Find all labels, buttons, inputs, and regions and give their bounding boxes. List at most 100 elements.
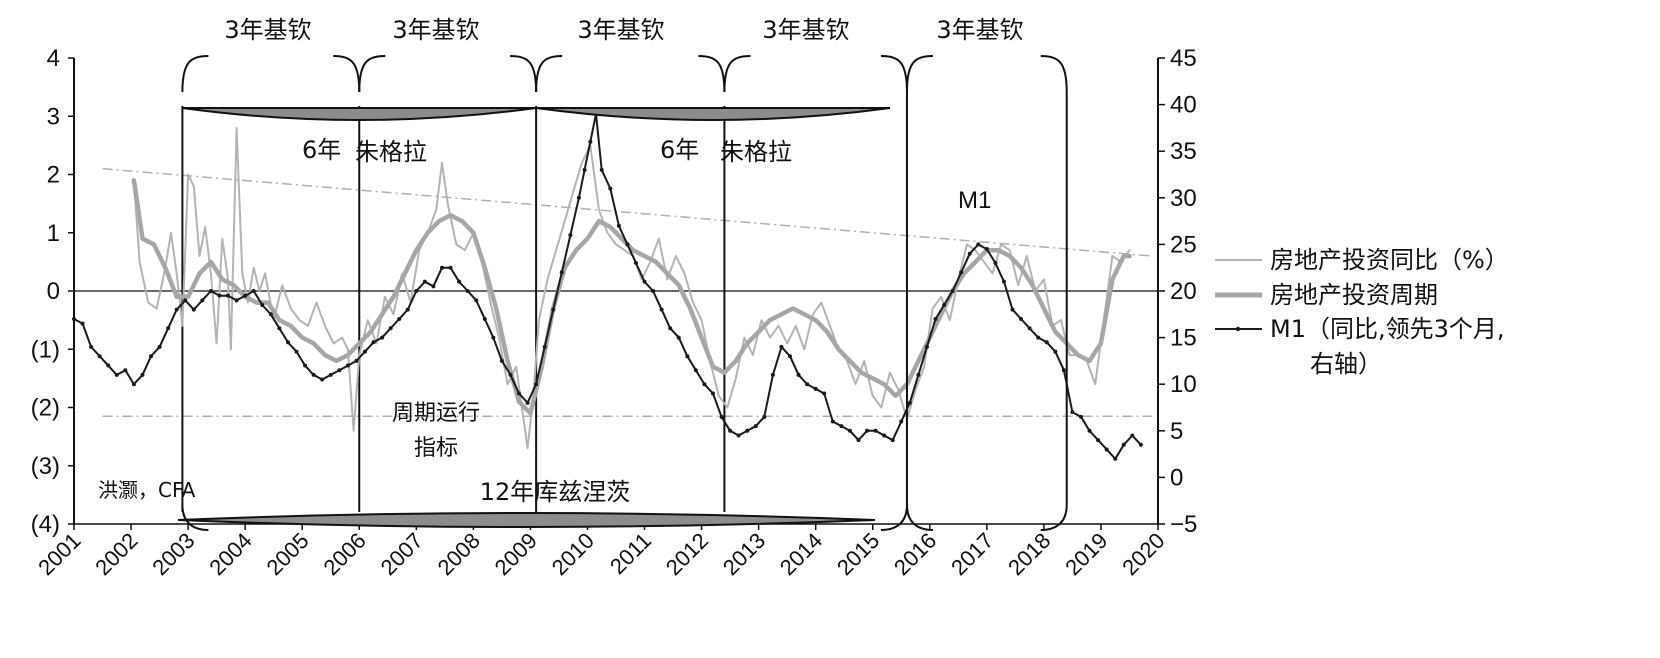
y-left-tick-label: 4 — [47, 45, 60, 72]
m1-point — [131, 382, 136, 387]
x-tick-label: 2012 — [661, 528, 713, 580]
m1-point — [882, 433, 887, 438]
m1-point — [268, 312, 273, 317]
y-right-tick-label: 10 — [1170, 371, 1197, 398]
juglar-years-1: 6年 — [302, 136, 341, 164]
m1-point — [465, 289, 470, 293]
m1-point — [183, 298, 188, 303]
m1-point — [1078, 414, 1083, 419]
m1-point — [796, 372, 801, 377]
m1-point — [243, 293, 248, 298]
y-left-tick-label: (4) — [31, 511, 60, 538]
y-left-axis: 4 3 2 1 0 (1) (2) (3) (4) — [31, 45, 74, 538]
m1-point — [907, 400, 912, 405]
x-tick-label: 2008 — [433, 528, 485, 580]
kitchin-label-4: 3年基钦 — [762, 16, 849, 44]
juglar-name-2: 朱格拉 — [720, 138, 792, 166]
kuznets-label: 12年库兹涅茨 — [480, 478, 631, 506]
x-tick-label: 2003 — [147, 528, 199, 580]
m1-point — [1053, 349, 1058, 354]
cycle-brackets — [181, 55, 1068, 531]
x-tick-label: 2002 — [90, 528, 142, 580]
m1-point — [1121, 442, 1126, 447]
m1-point — [770, 372, 775, 377]
m1-point — [149, 354, 154, 359]
m1-point — [1138, 442, 1143, 447]
kitchin-bracket-top-left — [905, 55, 933, 93]
y-left-tick-label: (3) — [31, 453, 60, 480]
m1-point — [959, 270, 964, 275]
m1-point — [226, 293, 231, 298]
kitchin-bracket-bottom-right — [880, 504, 908, 531]
m1-point — [576, 195, 581, 200]
m1-point — [200, 298, 205, 303]
kitchin-bracket-top-left — [723, 55, 751, 93]
m1-point — [1113, 456, 1118, 461]
kitchin-bracket-top-right — [1040, 55, 1068, 93]
trend-line — [102, 167, 1153, 257]
m1-point — [568, 233, 573, 238]
m1-point — [422, 279, 427, 284]
m1-point — [1036, 335, 1041, 340]
kitchin-label-1: 3年基钦 — [224, 16, 311, 44]
m1-point — [114, 372, 119, 377]
x-tick-label: 2004 — [204, 528, 256, 580]
m1-point — [582, 167, 587, 172]
y-right-axis: 45 40 35 30 25 20 15 10 5 0 −5 — [1158, 45, 1197, 538]
legend-label-investment-cycle: 房地产投资周期 — [1270, 281, 1438, 309]
m1-point — [72, 316, 76, 321]
m1-point — [813, 386, 818, 391]
juglar-name-1: 朱格拉 — [355, 138, 427, 166]
m1-point — [1001, 279, 1006, 284]
kitchin-bracket-top-left — [181, 55, 209, 93]
m1-point — [616, 223, 621, 228]
m1-point — [251, 289, 256, 293]
m1-point — [788, 354, 793, 359]
m1-point — [508, 372, 513, 377]
x-tick-label: 2011 — [605, 528, 656, 579]
m1-point — [320, 377, 325, 382]
m1-point — [97, 354, 102, 359]
m1-point — [822, 391, 827, 396]
m1-point — [710, 391, 715, 396]
legend-label-investment-yoy: 房地产投资同比（%） — [1270, 246, 1509, 274]
m1-point — [1061, 368, 1066, 373]
y-left-tick-label: 3 — [47, 103, 60, 130]
m1-point — [525, 400, 530, 405]
y-left-tick-label: 2 — [47, 162, 60, 189]
legend: 房地产投资同比（%） 房地产投资周期 M1（同比,领先3个月, 右轴） — [1215, 246, 1509, 378]
m1-point — [805, 382, 810, 387]
m1-point — [1130, 433, 1135, 438]
y-right-tick-label: 15 — [1170, 325, 1197, 352]
m1-point — [439, 265, 444, 270]
m1-point — [642, 279, 647, 284]
legend-label-m1-line2: 右轴） — [1310, 350, 1382, 378]
m1-point — [106, 363, 111, 368]
m1-point — [1104, 447, 1109, 452]
m1-point — [397, 316, 402, 321]
m1-point — [191, 307, 196, 312]
m1-point — [702, 382, 707, 387]
m1-point — [1010, 307, 1015, 312]
y-right-tick-label: 0 — [1170, 464, 1183, 491]
series-layer — [72, 111, 1143, 461]
m1-point — [354, 358, 359, 363]
kitchin-bracket-bottom-right — [1040, 504, 1068, 531]
m1-point — [337, 368, 342, 373]
m1-point — [728, 428, 733, 433]
y-left-tick-label: 0 — [47, 278, 60, 305]
kitchin-label-5: 3年基钦 — [936, 16, 1023, 44]
m1-point — [933, 316, 938, 321]
y-right-tick-label: 20 — [1170, 278, 1197, 305]
m1-point — [1070, 410, 1075, 415]
m1-tag: M1 — [958, 187, 991, 214]
kitchin-bracket-top-right — [333, 55, 361, 93]
m1-point — [1096, 438, 1101, 443]
m1-point — [457, 279, 462, 284]
m1-point — [873, 428, 878, 433]
m1-point — [736, 433, 741, 438]
m1-point — [1027, 326, 1032, 331]
m1-point — [865, 428, 870, 433]
m1-point — [448, 265, 453, 270]
m1-point — [762, 414, 767, 419]
